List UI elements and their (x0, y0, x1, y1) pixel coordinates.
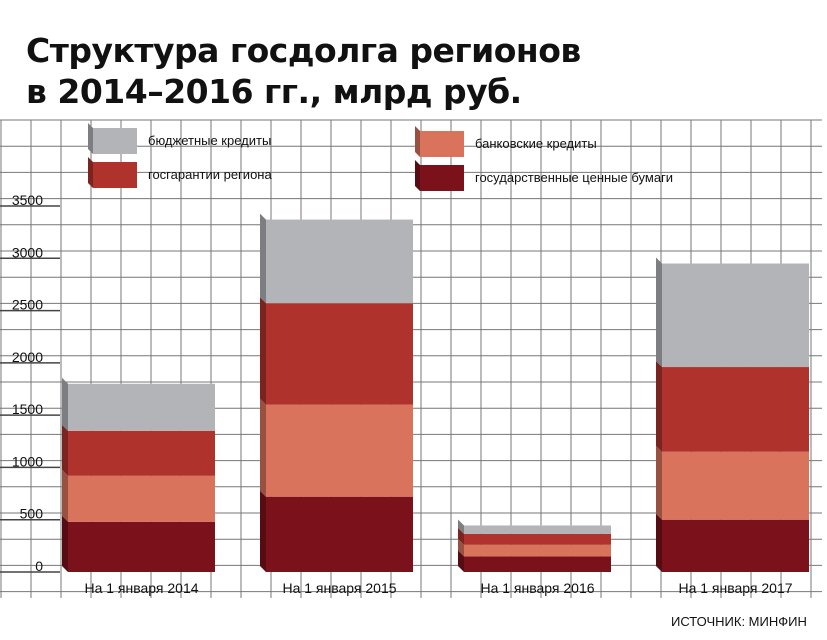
bar-segment (464, 533, 611, 545)
x-category-label: На 1 января 2015 (282, 580, 396, 596)
bar-segment-side (62, 424, 68, 476)
bar-segment (266, 404, 413, 497)
legend-label: бюджетные кредиты (148, 133, 271, 148)
bar-segment-side (656, 257, 662, 368)
bar-segment (464, 544, 611, 557)
bar-segment-side (62, 469, 68, 522)
bar-segment-side (62, 515, 68, 572)
bar-segment-side (458, 538, 464, 557)
bar-stack (260, 213, 413, 572)
bar-segment (464, 556, 611, 572)
title-panel (0, 0, 822, 112)
bar-segment (266, 496, 413, 572)
legend-swatch (93, 128, 137, 154)
bar-segment (662, 519, 809, 572)
chart-title-line-1: Структура госдолга регионов (26, 31, 581, 70)
bar-segment (662, 367, 809, 452)
legend-label: государственные ценные бумаги (475, 170, 673, 185)
legend: государственные ценные бумаги банковские … (88, 123, 673, 191)
bar-segment-side (458, 550, 464, 572)
chart-title-line-2: в 2014–2016 гг., млрд руб. (26, 72, 522, 111)
bar-segment-side (62, 377, 68, 431)
bar-segment (68, 521, 215, 572)
bar-segment (68, 430, 215, 476)
bar-stack (656, 257, 809, 572)
bar-segment (68, 383, 215, 431)
x-category-label: На 1 января 2017 (678, 580, 792, 596)
bar-segment-side (260, 398, 266, 497)
y-tick-label: 1000 (12, 453, 43, 469)
source-backdrop (664, 608, 824, 632)
bar-segment-side (260, 213, 266, 304)
bar-stack (458, 519, 611, 572)
bar-segment-side (656, 445, 662, 520)
legend-swatch-side (88, 157, 93, 188)
bar-segment (662, 451, 809, 520)
legend-swatch-side (415, 160, 420, 191)
x-category-label: На 1 января 2014 (84, 580, 198, 596)
bar-segment-side (260, 297, 266, 405)
legend-swatch (420, 165, 464, 191)
bar-segment (266, 303, 413, 405)
y-axis: 0 500 1000 1500 2000 2500 3000 3500 (0, 192, 60, 574)
bar-segment-side (260, 490, 266, 572)
bar-segment (464, 525, 611, 534)
legend-label: банковские кредиты (475, 136, 597, 151)
y-tick-label: 2000 (12, 349, 43, 365)
y-tick-label: 3000 (12, 244, 43, 260)
bar-segment (68, 475, 215, 522)
y-tick-label: 3500 (12, 192, 43, 208)
bar-segment-side (458, 519, 464, 534)
bars: На 1 января 2014 На 1 января 2015 На 1 янв… (62, 213, 809, 596)
bar-segment-side (656, 513, 662, 572)
bar-segment (662, 263, 809, 368)
legend-swatch-side (88, 123, 93, 154)
y-tick-label: 2500 (12, 297, 43, 313)
legend-label: госгарантии региона (148, 167, 272, 182)
y-tick-label: 500 (20, 506, 44, 522)
bar-segment-side (458, 527, 464, 545)
x-category-label: На 1 января 2016 (480, 580, 594, 596)
chart-title: Структура госдолга регионов в 2014–2016 … (26, 30, 581, 112)
bar-stack (62, 377, 215, 572)
y-tick-label: 1500 (12, 401, 43, 417)
legend-swatch (93, 162, 137, 188)
bar-segment (266, 219, 413, 304)
source-note: ИСТОЧНИК: МИНФИН (671, 614, 807, 629)
y-tick-label: 0 (35, 558, 43, 574)
bar-segment-side (656, 361, 662, 452)
legend-swatch-side (415, 126, 420, 157)
legend-swatch (420, 131, 464, 157)
